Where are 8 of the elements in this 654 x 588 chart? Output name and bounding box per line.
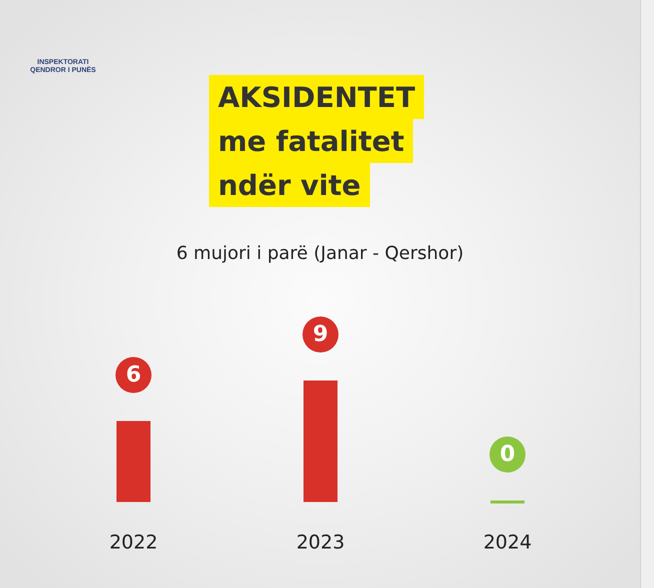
- chart-title: AKSIDENTET me fatalitet ndër vite: [209, 75, 424, 207]
- x-tick-label: 2022: [109, 532, 158, 554]
- x-tick-label: 2024: [483, 532, 532, 554]
- data-label: 0: [500, 442, 516, 467]
- data-label: 6: [126, 362, 142, 388]
- chart-subtitle: 6 mujori i parë (Janar - Qershor): [176, 243, 464, 264]
- data-label: 9: [312, 322, 328, 347]
- x-tick-label: 2023: [296, 532, 345, 554]
